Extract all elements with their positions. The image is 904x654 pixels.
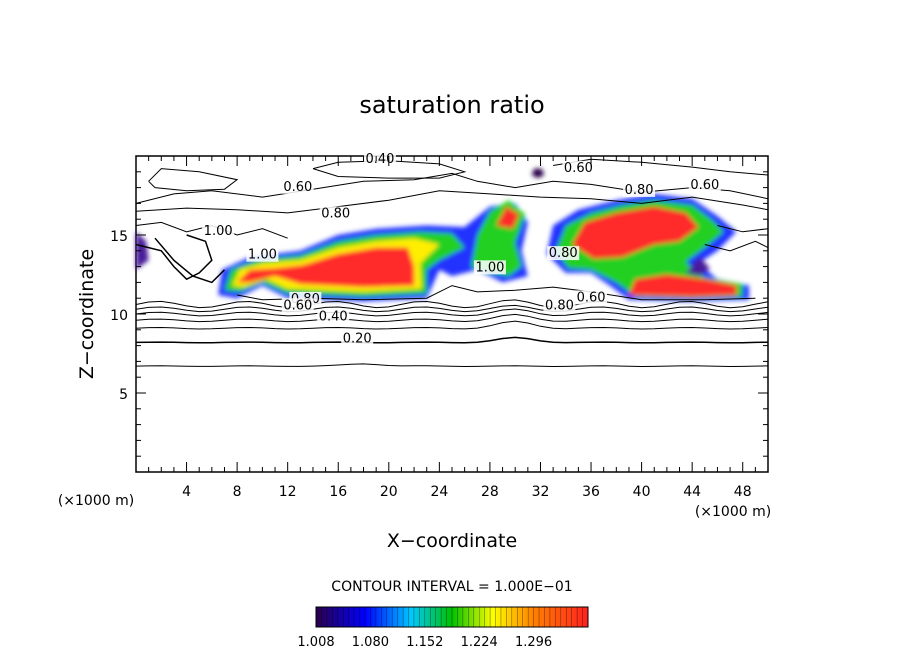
contour-label-bg	[473, 260, 506, 275]
x-tick-label: 28	[481, 484, 499, 500]
contour-line	[135, 172, 769, 204]
chart-title: saturation ratio	[359, 91, 544, 119]
saturation-region	[136, 231, 149, 270]
contour-line	[154, 237, 226, 284]
contour-line	[312, 160, 467, 179]
contour-line	[553, 158, 769, 176]
contour-line	[135, 299, 769, 309]
x-tick-label: 20	[380, 484, 398, 500]
colorbar-tick-label: 1.080	[352, 635, 389, 650]
x-tick-label: 16	[329, 484, 347, 500]
x-axis-label: X−coordinate	[387, 530, 517, 552]
contour-label-bg	[281, 298, 314, 313]
contour-label: 0.40	[365, 152, 394, 167]
contour-label-bg	[317, 309, 350, 324]
x-tick-label: 48	[734, 484, 752, 500]
contour-label: 1.00	[475, 260, 504, 275]
contour-line	[717, 225, 769, 233]
contour-label-bg	[341, 331, 374, 346]
contour-label-bg	[688, 178, 721, 193]
y-axis-label: Z−coordinate	[76, 249, 98, 379]
contour-line	[135, 320, 769, 330]
contour-label: 0.60	[564, 161, 593, 176]
contour-label-bg	[562, 160, 595, 175]
contour-label: 0.60	[283, 298, 312, 313]
contour-line	[135, 363, 769, 368]
contour-label: 0.80	[625, 183, 654, 198]
colorbar-tick-label: 1.008	[297, 635, 334, 650]
contour-label-bg	[281, 179, 314, 194]
plot-area: 0.400.600.800.600.801.000.800.600.400.20…	[110, 152, 769, 500]
contour-label: 0.20	[343, 331, 372, 346]
z-tick-label: 15	[110, 229, 128, 245]
contour-line	[704, 240, 769, 252]
x-tick-label: 4	[182, 484, 191, 500]
contour-line	[135, 190, 769, 214]
contour-label: 0.40	[319, 309, 348, 324]
x-tick-label: 44	[683, 484, 701, 500]
saturation-region	[685, 257, 710, 277]
x-tick-label: 40	[633, 484, 651, 500]
z-tick-label: 5	[119, 387, 128, 403]
contour-label: 0.80	[549, 246, 578, 261]
contour-label-bg	[319, 206, 352, 221]
contour-label-bg	[575, 290, 608, 305]
contour-label: 1.00	[248, 248, 277, 263]
colorbar-tick-label: 1.224	[461, 635, 498, 650]
saturation-region	[629, 274, 737, 297]
contour-label-bg	[363, 152, 396, 167]
contour-label: 0.60	[577, 290, 606, 305]
z-tick-label: 10	[110, 308, 128, 324]
contour-label: 0.80	[321, 207, 350, 222]
saturation-field	[136, 168, 749, 302]
contour-line	[135, 304, 769, 313]
x-tick-label: 8	[233, 484, 242, 500]
colorbar-ticks: 1.008 1.080 1.152 1.224 1.296	[297, 607, 589, 650]
contour-label: 0.80	[545, 298, 574, 313]
x-tick-label: 36	[582, 484, 600, 500]
colorbar-tick-label: 1.296	[515, 635, 552, 650]
x-tick-label: 24	[430, 484, 448, 500]
saturation-region	[572, 206, 699, 259]
contour-line	[135, 313, 769, 323]
contour-lines	[135, 158, 769, 368]
contour-line	[148, 168, 239, 192]
saturation-region	[237, 247, 415, 288]
contour-label-bg	[246, 247, 279, 262]
contour-label-bg	[543, 298, 576, 313]
contour-label: 0.60	[690, 178, 719, 193]
contour-label-bg	[202, 224, 235, 238]
x-tick-label: 12	[279, 484, 297, 500]
x-unit-label: (×1000 m)	[695, 504, 771, 520]
saturation-region	[531, 168, 545, 179]
contour-label-bg	[623, 182, 656, 197]
contour-label: 1.00	[204, 224, 233, 239]
colorbar-tick-label: 1.152	[406, 635, 443, 650]
z-unit-label: (×1000 m)	[58, 493, 134, 509]
contour-label: 0.60	[283, 180, 312, 195]
saturation-region	[496, 206, 519, 229]
contour-line	[135, 308, 769, 317]
contour-label-bg	[547, 246, 580, 261]
x-tick-label: 32	[532, 484, 550, 500]
colorbar: 1.008 1.080 1.152 1.224 1.296	[297, 606, 589, 650]
contour-labels: 0.400.600.800.600.801.000.800.600.400.20…	[202, 152, 721, 346]
contour-interval-text: CONTOUR INTERVAL = 1.000E−01	[331, 579, 572, 595]
contour-line	[135, 336, 769, 344]
